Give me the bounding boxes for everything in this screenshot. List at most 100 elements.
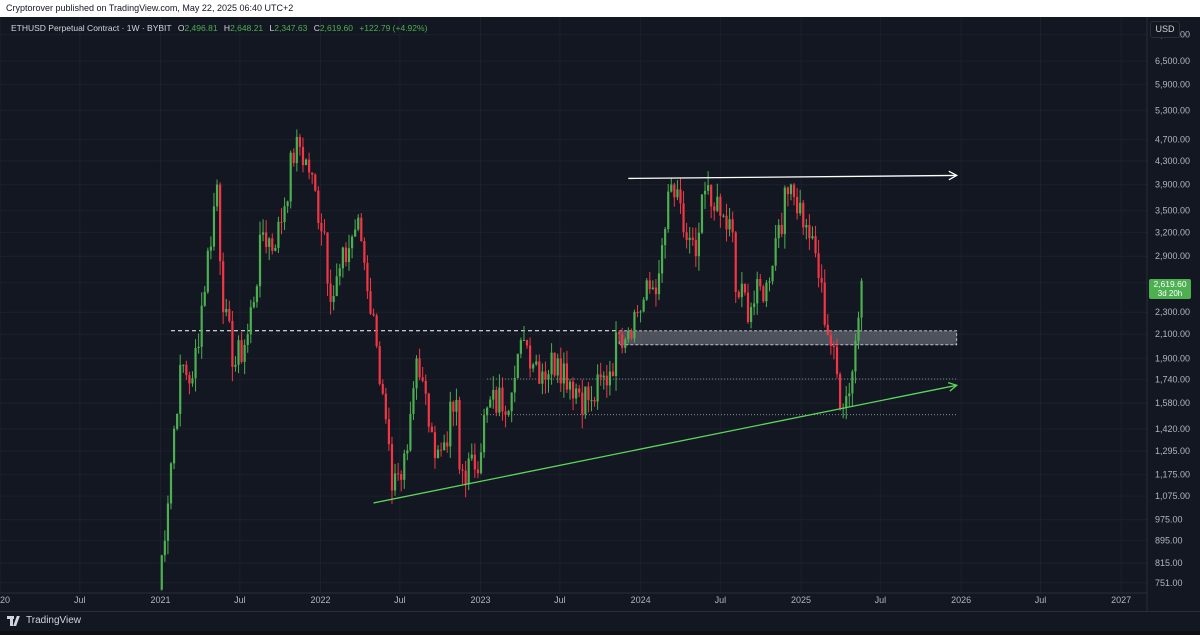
candle-body xyxy=(191,378,194,384)
ohlc-legend: ETHUSD Perpetual Contract · 1W · BYBIT O… xyxy=(11,23,428,33)
candle-body xyxy=(446,442,449,447)
candle-body xyxy=(265,232,268,247)
candle-body xyxy=(507,411,510,415)
y-tick-label: 3,200.00 xyxy=(1155,227,1190,237)
candle-body xyxy=(743,283,747,293)
candle-body xyxy=(332,296,335,302)
resistance-line-arrowhead xyxy=(948,170,959,181)
candle-body xyxy=(225,308,228,313)
candle-body xyxy=(427,393,430,427)
candle-body xyxy=(421,377,424,381)
candle-body xyxy=(596,374,599,402)
candle-body xyxy=(436,449,440,459)
candle-body xyxy=(636,312,639,314)
candle-body xyxy=(473,454,476,470)
candle-body xyxy=(528,345,532,369)
candle-body xyxy=(231,321,234,367)
candle-body xyxy=(621,334,624,348)
candle-body xyxy=(617,332,621,335)
candle-body xyxy=(326,232,329,284)
candle-body xyxy=(590,399,593,401)
candle-body xyxy=(215,184,219,207)
candle-body xyxy=(789,184,793,195)
candle-body xyxy=(670,184,673,192)
x-tick-label: Jul xyxy=(74,595,86,605)
close-value: 2,619.60 xyxy=(320,23,353,33)
candle-body xyxy=(673,184,676,198)
x-tick-label: 2025 xyxy=(791,595,811,605)
candle-body xyxy=(777,224,780,239)
last-price-tag: 2,619.60 3d 20h xyxy=(1149,279,1191,299)
x-tick-label: 2024 xyxy=(631,595,651,605)
candle-body xyxy=(685,232,688,241)
candle-body xyxy=(746,292,750,323)
candle-body xyxy=(341,247,344,269)
candle-body xyxy=(418,358,421,378)
ascending-trendline-arrowhead xyxy=(947,382,959,392)
candle-body xyxy=(792,184,796,197)
candle-body xyxy=(283,206,286,223)
candle-body xyxy=(317,190,320,223)
candle-body xyxy=(482,415,486,453)
change-value: +122.79 (+4.92%) xyxy=(359,23,427,33)
last-price: 2,619.60 xyxy=(1153,279,1186,289)
annotations-over[interactable] xyxy=(373,170,959,504)
chart-area[interactable]: 7,250.006,500.005,900.005,300.004,700.00… xyxy=(0,17,1200,630)
candle-body xyxy=(166,503,170,541)
chart-svg[interactable]: 7,250.006,500.005,900.005,300.004,700.00… xyxy=(0,17,1200,630)
candle-body xyxy=(510,392,513,412)
y-tick-label: 2,100.00 xyxy=(1155,329,1190,339)
candle-body xyxy=(255,286,259,303)
candle-body xyxy=(335,276,338,297)
candle-body xyxy=(728,219,731,230)
candle-body xyxy=(593,399,596,402)
y-tick-label: 975.00 xyxy=(1155,515,1183,525)
candle-body xyxy=(237,340,240,365)
candle-body xyxy=(654,287,658,295)
candle-body xyxy=(522,340,526,342)
bar-countdown: 3d 20h xyxy=(1158,289,1182,298)
candle-body xyxy=(707,185,710,191)
y-tick-label: 1,740.00 xyxy=(1155,375,1190,385)
candle-body xyxy=(765,282,768,302)
candle-body xyxy=(323,231,326,233)
time-axis[interactable]: 2020 Jul 2021 Jul 2022 Jul 2023 Jul 2024 Jul 2025 J… xyxy=(0,592,1147,605)
candle-body xyxy=(176,413,179,429)
candle-body xyxy=(544,371,547,380)
candle-body xyxy=(578,388,581,393)
candle-body xyxy=(249,307,252,335)
candle-body xyxy=(194,348,197,379)
currency-button[interactable]: USD xyxy=(1150,21,1180,38)
candle-body xyxy=(476,469,480,474)
candle-body xyxy=(369,291,372,314)
x-tick-label: Jul xyxy=(554,595,566,605)
candle-body xyxy=(682,203,685,233)
y-tick-label: 5,300.00 xyxy=(1155,105,1190,115)
candle-body xyxy=(228,308,231,322)
candle-body xyxy=(802,202,805,228)
candle-body xyxy=(169,463,173,504)
candle-body xyxy=(206,250,209,292)
candle-body xyxy=(519,340,522,354)
candle-body xyxy=(627,330,630,340)
candle-body xyxy=(209,246,212,251)
candle-body xyxy=(219,184,222,262)
candles xyxy=(160,129,863,591)
x-tick-label: 2020 xyxy=(0,595,10,605)
candle-body xyxy=(277,221,280,248)
candle-body xyxy=(832,346,836,348)
price-axis[interactable]: 7,250.006,500.005,900.005,300.004,700.00… xyxy=(1146,17,1190,611)
candle-body xyxy=(504,411,507,415)
candle-body xyxy=(780,224,783,235)
candle-body xyxy=(182,364,185,366)
tradingview-logo[interactable]: TradingView xyxy=(7,615,81,626)
candle-body xyxy=(660,245,664,274)
candle-body xyxy=(838,374,842,409)
y-tick-label: 4,700.00 xyxy=(1155,134,1190,144)
candle-body xyxy=(200,305,203,347)
symbol-name: ETHUSD Perpetual Contract · 1W · BYBIT xyxy=(11,23,171,33)
candle-body xyxy=(513,377,516,393)
candle-body xyxy=(614,332,618,376)
candle-body xyxy=(700,194,704,233)
candle-body xyxy=(768,281,771,283)
